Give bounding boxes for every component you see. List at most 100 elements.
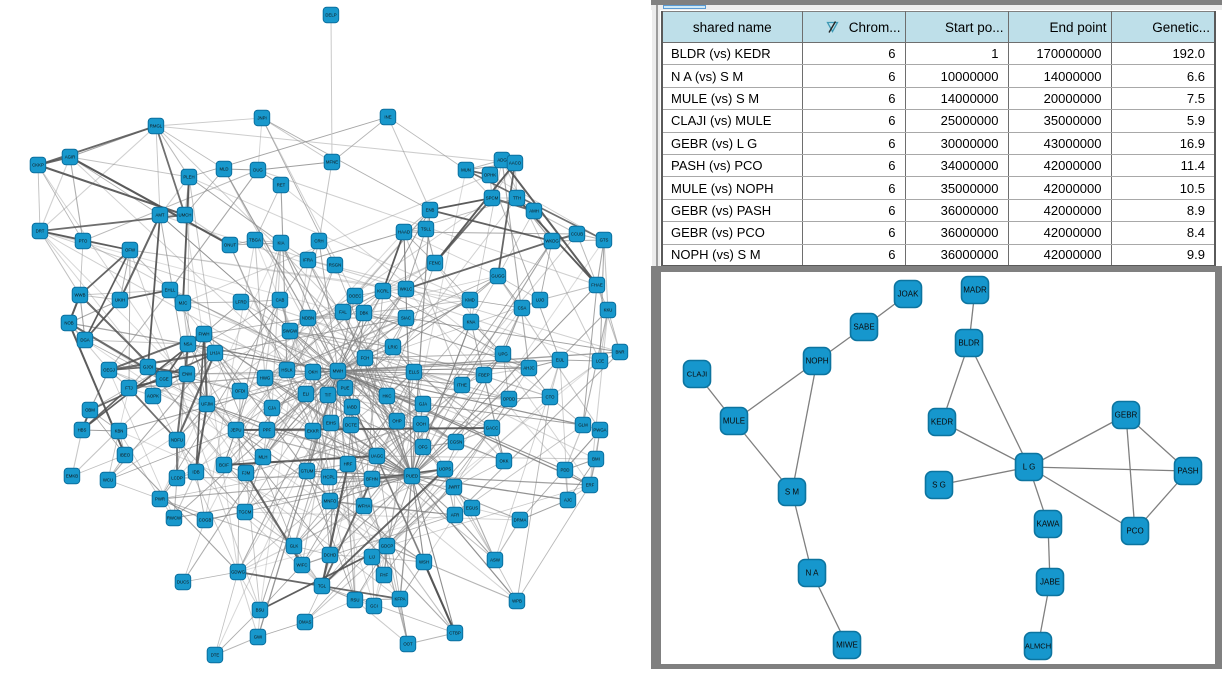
svg-text:PLEH: PLEH [183,175,194,180]
svg-text:SPCM: SPCM [486,196,499,201]
svg-text:GJA: GJA [419,402,427,407]
svg-text:UFJM: UFJM [201,402,213,407]
svg-text:S G: S G [932,481,946,490]
svg-text:WPB: WPB [512,599,522,604]
svg-text:OOT: OOT [403,642,413,647]
svg-text:OFW: OFW [125,248,136,253]
svg-text:BLDR: BLDR [958,339,980,348]
svg-text:OKK: OKK [499,459,508,464]
svg-text:FIWH: FIWH [199,332,210,337]
svg-text:BMI: BMI [592,457,600,462]
svg-text:NOPH: NOPH [805,357,828,366]
svg-text:PASH: PASH [1177,467,1198,476]
svg-text:ADG: ADG [497,158,507,163]
svg-text:DCTE: DCTE [345,423,357,428]
svg-text:UKIH: UKIH [115,298,125,303]
svg-text:TGCM: TGCM [239,510,252,515]
svg-text:CTBP: CTBP [449,631,461,636]
svg-text:OOEC: OOEC [349,294,362,299]
svg-text:EMKB: EMKB [66,474,78,479]
svg-text:LFRD: LFRD [235,300,246,305]
svg-text:DGA: DGA [80,338,89,343]
svg-text:DCHD: DCHD [324,553,336,558]
svg-text:PWGA: PWGA [593,428,606,433]
svg-text:WCU: WCU [103,478,113,483]
svg-text:L G: L G [1023,463,1036,472]
svg-text:EGUS: EGUS [466,506,478,511]
svg-text:NDBN: NDBN [302,316,314,321]
svg-text:AHJC: AHJC [523,366,534,371]
svg-text:ONUT: ONUT [224,243,237,248]
svg-text:ELI: ELI [303,392,309,397]
svg-text:OEGJ: OEGJ [103,368,115,373]
svg-text:KCRL: KCRL [377,289,389,294]
svg-text:OHP: OHP [392,419,401,424]
svg-text:WWB: WWB [75,293,86,298]
svg-text:HBS: HBS [78,428,87,433]
svg-text:HWG: HWG [260,376,271,381]
svg-text:JWRT: JWRT [448,485,460,490]
svg-text:CKKP: CKKP [32,163,44,168]
svg-text:SWGW: SWGW [283,329,298,334]
svg-text:ITHE: ITHE [457,383,467,388]
svg-text:OBM: OBM [85,408,95,413]
svg-text:FJM: FJM [242,471,251,476]
svg-text:GCI: GCI [370,604,378,609]
svg-text:OFDI: OFDI [235,389,245,394]
svg-text:WKLC: WKLC [400,287,412,292]
svg-text:RMGL: RMGL [150,124,163,129]
svg-text:ALMCH: ALMCH [1025,642,1051,651]
svg-text:EKKR: EKKR [307,429,319,434]
svg-text:OFG: OFG [418,445,428,450]
svg-text:PWR: PWR [155,497,165,502]
svg-text:ASW: ASW [490,558,501,563]
svg-text:NDFU: NDFU [171,438,183,443]
svg-text:LCE: LCE [596,359,604,364]
svg-text:MFNE: MFNE [326,160,338,165]
svg-text:ENB: ENB [426,208,435,213]
svg-text:RSU: RSU [350,598,359,603]
svg-text:OOH: OOH [416,422,426,427]
svg-text:PPF: PPF [263,428,272,433]
svg-text:WFHA: WFHA [358,504,371,509]
svg-text:AACO: AACO [509,161,522,166]
svg-text:GUGG: GUGG [491,274,505,279]
svg-text:FBEP: FBEP [478,373,489,378]
svg-text:IDB: IDB [192,470,199,475]
svg-text:FENC: FENC [429,261,441,266]
svg-text:NOB: NOB [64,321,73,326]
svg-text:KAWA: KAWA [1037,520,1061,529]
svg-text:KEDR: KEDR [931,418,953,427]
svg-text:CCUB: CCUB [571,232,583,237]
svg-text:JOAK: JOAK [898,290,920,299]
svg-text:GTUM: GTUM [301,469,314,474]
svg-text:AGIR: AGIR [65,155,76,160]
svg-text:GDCP: GDCP [381,544,394,549]
svg-text:FHAE: FHAE [591,283,603,288]
svg-text:PTO: PTO [79,239,88,244]
svg-text:MUN: MUN [461,168,471,173]
svg-text:HCPL: HCPL [323,475,335,480]
svg-text:UAGC: UAGC [371,454,383,459]
svg-text:UJO: UJO [536,298,545,303]
svg-text:PUE: PUE [341,386,350,391]
svg-text:ELLS: ELLS [409,370,420,375]
svg-text:RSGN: RSGN [329,263,341,268]
svg-text:WIFC: WIFC [297,563,308,568]
svg-text:TBGA: TBGA [249,238,261,243]
svg-text:DRT: DRT [36,229,45,234]
svg-text:NSA: NSA [184,342,193,347]
svg-text:TIT: TIT [325,393,332,398]
svg-text:BSU: BSU [256,608,265,613]
svg-text:RET: RET [277,183,286,188]
svg-text:OMAS: OMAS [299,620,312,625]
svg-text:MWH: MWH [333,369,344,374]
svg-text:JNPI: JNPI [257,116,266,121]
svg-text:HAAD: HAAD [398,230,410,235]
svg-text:MIWE: MIWE [836,641,858,650]
svg-text:GTS: GTS [600,238,609,243]
svg-text:MULE: MULE [723,417,745,426]
svg-text:KNA: KNA [467,320,476,325]
svg-text:COGB: COGB [199,518,212,523]
svg-text:GACC: GACC [486,426,498,431]
